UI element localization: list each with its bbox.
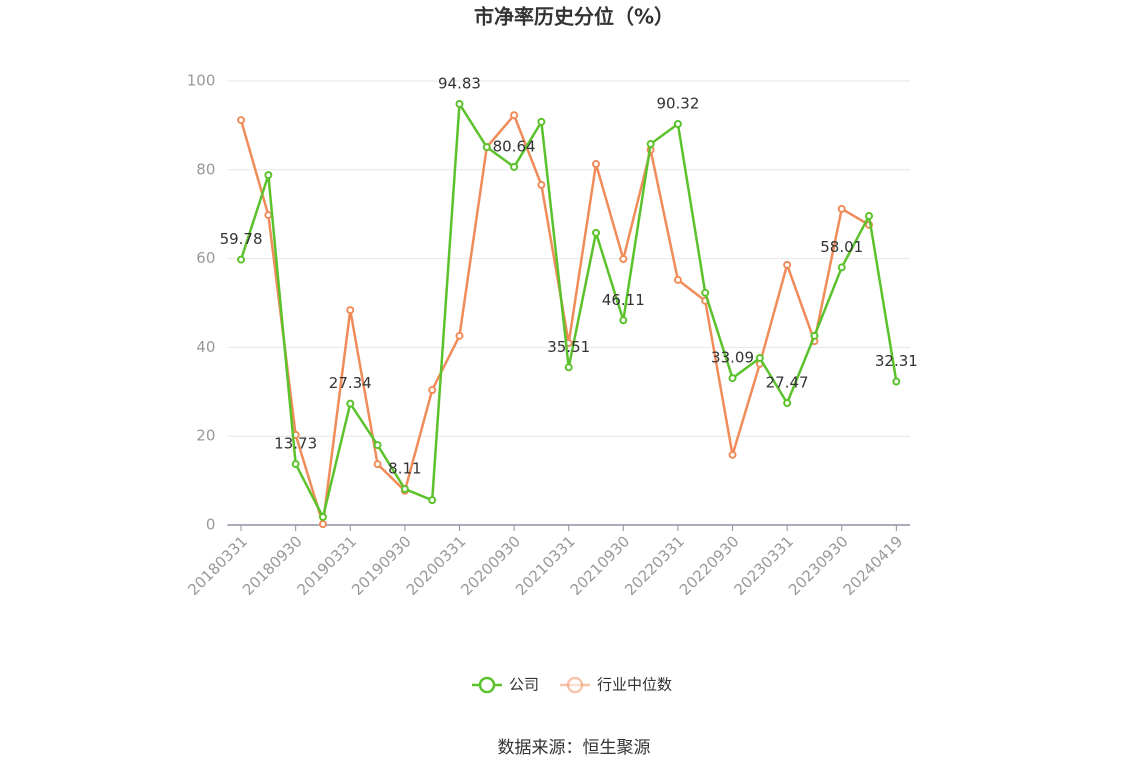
legend-marker xyxy=(478,676,496,694)
point xyxy=(865,211,874,220)
y-tick-label: 60 xyxy=(196,249,215,267)
data-label: 35.51 xyxy=(547,338,590,356)
point xyxy=(291,460,300,469)
point xyxy=(428,386,437,395)
legend-marker xyxy=(566,676,584,694)
point xyxy=(264,211,273,220)
legend-label: 公司 xyxy=(509,676,539,694)
source: 数据来源：恒生聚源 xyxy=(498,738,651,758)
point xyxy=(346,399,355,408)
point xyxy=(783,260,792,269)
y-tick-label: 0 xyxy=(206,516,216,534)
data-label: 90.32 xyxy=(656,94,699,112)
point xyxy=(237,116,246,125)
point xyxy=(400,484,409,493)
point xyxy=(237,255,246,264)
point xyxy=(564,363,573,372)
point xyxy=(619,316,628,325)
point xyxy=(264,171,273,180)
data-label: 94.83 xyxy=(438,74,481,92)
point xyxy=(510,162,519,171)
series-line xyxy=(239,100,898,521)
point xyxy=(373,460,382,469)
x-tick-label: 20240419 xyxy=(840,532,907,599)
point xyxy=(592,228,601,237)
point xyxy=(673,275,682,284)
point xyxy=(537,117,546,126)
point xyxy=(318,513,327,522)
data-label: 59.78 xyxy=(220,230,263,248)
y-tick-label: 100 xyxy=(187,72,216,90)
data-label: 46.11 xyxy=(602,291,645,309)
point xyxy=(537,180,546,189)
point xyxy=(318,520,327,529)
point xyxy=(455,99,464,108)
point xyxy=(510,111,519,120)
point xyxy=(619,255,628,264)
point xyxy=(837,204,846,213)
point xyxy=(673,119,682,128)
point xyxy=(455,331,464,340)
data-label: 8.11 xyxy=(388,459,421,477)
data-label: 32.31 xyxy=(875,352,918,370)
data-label: 80.64 xyxy=(493,137,536,155)
point xyxy=(892,377,901,386)
data-label: 27.47 xyxy=(766,374,809,392)
point xyxy=(755,354,764,363)
y-tick-label: 40 xyxy=(196,338,215,356)
y-tick-label: 80 xyxy=(196,160,215,178)
point xyxy=(346,306,355,315)
point xyxy=(701,288,710,297)
data-label: 33.09 xyxy=(711,349,754,367)
data-label: 27.34 xyxy=(329,374,372,392)
point xyxy=(646,140,655,149)
point xyxy=(810,331,819,340)
chart-title: 市净率历史分位（%） xyxy=(474,5,674,29)
data-label: 58.01 xyxy=(820,238,863,256)
point xyxy=(482,143,491,152)
data-label: 13.73 xyxy=(274,435,317,453)
y-tick-label: 20 xyxy=(196,427,215,445)
series-line xyxy=(239,112,870,525)
point xyxy=(837,263,846,272)
point xyxy=(592,160,601,169)
point xyxy=(373,441,382,450)
point xyxy=(728,374,737,383)
legend-label: 行业中位数 xyxy=(597,676,672,694)
point xyxy=(728,450,737,459)
point xyxy=(428,496,437,505)
point xyxy=(783,399,792,408)
